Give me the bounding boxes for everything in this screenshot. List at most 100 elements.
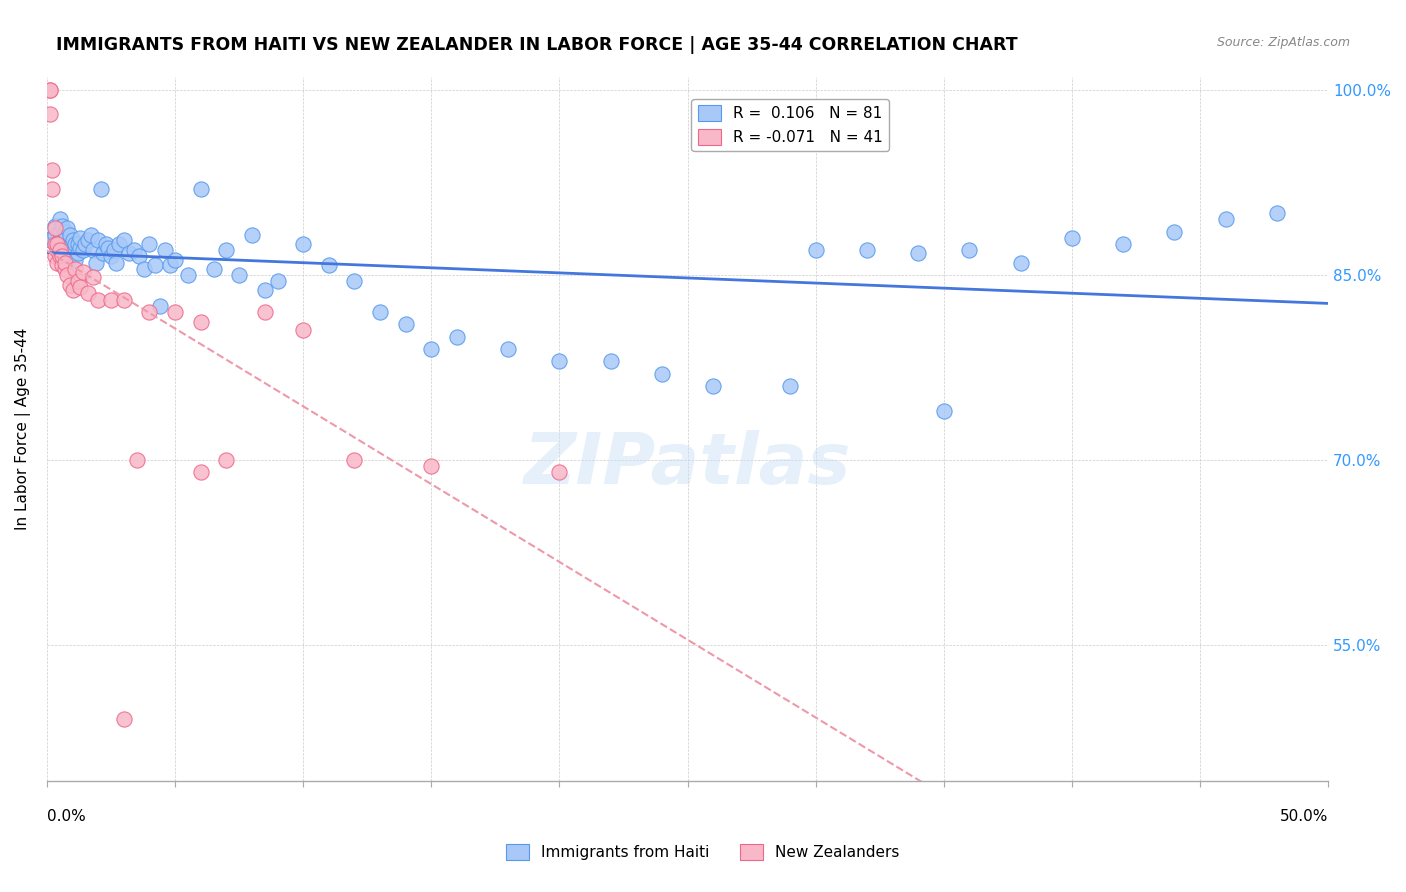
Point <box>165 305 187 319</box>
Point <box>1010 255 1032 269</box>
Point <box>49 212 72 227</box>
Point <box>38 83 60 97</box>
Point <box>63 261 86 276</box>
Point <box>46 237 69 252</box>
Point <box>94 237 117 252</box>
Point <box>66 245 89 260</box>
Point <box>51 244 73 258</box>
Point <box>343 453 366 467</box>
Point <box>165 253 187 268</box>
Point <box>446 329 468 343</box>
Point <box>1060 231 1083 245</box>
Point <box>159 258 181 272</box>
Text: 50.0%: 50.0% <box>1279 809 1329 824</box>
Point <box>240 228 263 243</box>
Point <box>100 249 122 263</box>
Point <box>856 244 879 258</box>
Point <box>87 233 110 247</box>
Point <box>38 83 60 97</box>
Point <box>292 323 315 337</box>
Point <box>177 268 200 282</box>
Legend: R =  0.106   N = 81, R = -0.071   N = 41: R = 0.106 N = 81, R = -0.071 N = 41 <box>692 99 889 151</box>
Point <box>51 249 73 263</box>
Point <box>702 379 724 393</box>
Point <box>548 466 571 480</box>
Point <box>56 241 79 255</box>
Point <box>118 245 141 260</box>
Point <box>318 258 340 272</box>
Point <box>138 305 160 319</box>
Point <box>804 244 827 258</box>
Point <box>84 255 107 269</box>
Point <box>41 163 63 178</box>
Point <box>44 221 66 235</box>
Point <box>97 241 120 255</box>
Point <box>292 237 315 252</box>
Point <box>105 255 128 269</box>
Point <box>62 245 84 260</box>
Point <box>77 233 100 247</box>
Point <box>128 249 150 263</box>
Point <box>63 253 86 268</box>
Point <box>90 181 112 195</box>
Point <box>53 233 76 247</box>
Point <box>149 299 172 313</box>
Legend: Immigrants from Haiti, New Zealanders: Immigrants from Haiti, New Zealanders <box>501 838 905 866</box>
Point <box>190 181 212 195</box>
Point <box>190 466 212 480</box>
Point <box>59 277 82 292</box>
Point <box>395 318 418 332</box>
Point <box>38 233 60 247</box>
Point <box>72 265 94 279</box>
Text: ZIPatlas: ZIPatlas <box>524 430 851 499</box>
Y-axis label: In Labor Force | Age 35-44: In Labor Force | Age 35-44 <box>15 328 31 531</box>
Point <box>779 379 801 393</box>
Point <box>63 237 86 252</box>
Point <box>49 225 72 239</box>
Point <box>53 261 76 276</box>
Point <box>112 712 135 726</box>
Point <box>82 270 104 285</box>
Point <box>38 107 60 121</box>
Point <box>41 231 63 245</box>
Point <box>44 237 66 252</box>
Point <box>215 453 238 467</box>
Point <box>253 305 276 319</box>
Point <box>62 283 84 297</box>
Point <box>44 228 66 243</box>
Point <box>75 237 97 252</box>
Point <box>41 181 63 195</box>
Point <box>266 274 288 288</box>
Point <box>51 258 73 272</box>
Point <box>134 261 156 276</box>
Point <box>153 244 176 258</box>
Point <box>125 453 148 467</box>
Point <box>112 233 135 247</box>
Point <box>72 244 94 258</box>
Point <box>77 286 100 301</box>
Point <box>49 244 72 258</box>
Point <box>53 255 76 269</box>
Point <box>1215 212 1237 227</box>
Point <box>103 244 125 258</box>
Point <box>190 315 212 329</box>
Point <box>215 244 238 258</box>
Point <box>46 244 69 258</box>
Point <box>112 293 135 307</box>
Text: 0.0%: 0.0% <box>46 809 86 824</box>
Text: Source: ZipAtlas.com: Source: ZipAtlas.com <box>1216 36 1350 49</box>
Point <box>49 249 72 263</box>
Point <box>56 268 79 282</box>
Point <box>1163 225 1185 239</box>
Point <box>62 233 84 247</box>
Point <box>107 237 129 252</box>
Point <box>87 293 110 307</box>
Point <box>66 274 89 288</box>
Point <box>51 219 73 233</box>
Point <box>93 245 115 260</box>
Text: IMMIGRANTS FROM HAITI VS NEW ZEALANDER IN LABOR FORCE | AGE 35-44 CORRELATION CH: IMMIGRANTS FROM HAITI VS NEW ZEALANDER I… <box>56 36 1018 54</box>
Point <box>46 255 69 269</box>
Point <box>53 225 76 239</box>
Point <box>46 237 69 252</box>
Point <box>56 221 79 235</box>
